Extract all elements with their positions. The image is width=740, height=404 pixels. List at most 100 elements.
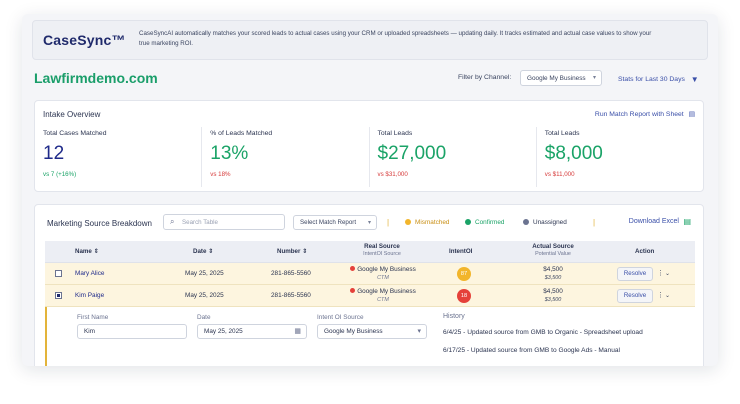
intentoi-score-badge: 87 xyxy=(457,267,471,281)
sheet-icon: ▤ xyxy=(688,111,695,118)
first-name-label: First Name xyxy=(77,314,109,321)
first-name-input[interactable]: Kim xyxy=(77,324,187,339)
row-number: 281-865-5560 xyxy=(271,292,311,299)
row-source-sub: CTM xyxy=(377,274,389,281)
legend-confirmed: Confirmed xyxy=(465,218,504,226)
row-source: Google My Business xyxy=(357,266,416,273)
mismatch-alert-icon xyxy=(350,288,356,293)
row-date: May 25, 2025 xyxy=(185,270,224,277)
column-date[interactable]: Date ⇕ xyxy=(193,248,214,255)
stats-period-label: Stats for Last 30 Days xyxy=(618,76,685,83)
column-real-source-sub: IntentOI Source xyxy=(363,251,401,257)
legend-mismatched-label: Mismatched xyxy=(415,219,450,226)
table-row[interactable]: Mary Alice May 25, 2025 281-865-5560 Goo… xyxy=(45,263,695,285)
stats-period-link[interactable]: Stats for Last 30 Days ▼ xyxy=(618,74,699,84)
search-input[interactable]: ⌕ Search Table xyxy=(163,214,285,230)
download-excel-label: Download Excel xyxy=(628,218,679,225)
date-value: May 25, 2025 xyxy=(204,328,243,335)
source-breakdown-card: Marketing Source Breakdown ⌕ Search Tabl… xyxy=(34,204,704,366)
column-number[interactable]: Number ⇕ xyxy=(277,248,308,255)
source-label: Intent OI Source xyxy=(317,314,364,321)
more-options-icon[interactable]: ⋮ xyxy=(657,270,664,277)
resolve-button[interactable]: Resolve xyxy=(617,289,653,303)
intentoi-score-badge: 18 xyxy=(457,289,471,303)
row-detail-panel: First Name Kim Date May 25, 2025 ▦ Inten… xyxy=(45,307,695,366)
confirmed-dot-icon xyxy=(465,218,471,225)
legend-divider: | xyxy=(387,218,390,227)
run-match-report-label: Run Match Report with Sheet xyxy=(594,111,684,118)
kpi-leads-matched-pct: % of Leads Matched 13% vs 18% xyxy=(201,127,368,187)
row-potential-value: $3,500 xyxy=(544,274,562,281)
kpi-label: Total Leads xyxy=(544,130,580,137)
kpi-value: $8,000 xyxy=(544,143,603,164)
column-intentoi: IntentOI xyxy=(449,248,473,255)
more-options-icon[interactable]: ⋮ xyxy=(657,292,664,299)
excel-icon: ▤ xyxy=(683,217,691,226)
history-item: 6/4/25 - Updated source from GMB to Orga… xyxy=(443,329,643,336)
kpi-label: Total Cases Matched xyxy=(43,130,107,137)
chevron-down-icon: ▾ xyxy=(592,75,596,81)
resolve-button[interactable]: Resolve xyxy=(617,267,653,281)
breakdown-title: Marketing Source Breakdown xyxy=(47,219,152,228)
column-real-source-label: Real Source xyxy=(364,243,400,250)
row-checkbox[interactable] xyxy=(55,270,62,277)
legend-unassigned: Unassigned xyxy=(523,218,567,226)
kpi-cases-matched: Total Cases Matched 12 vs 7 (+16%) xyxy=(35,127,201,187)
kpi-comparison: vs 7 (+16%) xyxy=(43,171,77,178)
column-actual-source-label: Actual Source xyxy=(532,243,574,250)
kpi-value: $27,000 xyxy=(377,143,447,164)
kpi-value: 12 xyxy=(43,143,65,164)
row-value: $4,500 $3,500 xyxy=(533,288,573,304)
row-date: May 25, 2025 xyxy=(185,292,224,299)
row-real-source: Google My Business CTM xyxy=(343,288,423,304)
kpi-total-leads: Total Leads $27,000 vs $31,000 xyxy=(368,127,536,187)
kpi-label: Total Leads xyxy=(377,130,413,137)
intake-overview-card: Intake Overview Run Match Report with Sh… xyxy=(34,100,704,192)
column-name[interactable]: Name ⇕ xyxy=(75,248,99,255)
brand-logo: CaseSync™ xyxy=(43,32,126,48)
column-actual-source: Actual Source Potential Value xyxy=(523,243,583,257)
app-frame: CaseSync™ CaseSyncAI automatically match… xyxy=(22,14,718,366)
kpi-value: 13% xyxy=(210,143,249,164)
row-actual-value: $4,500 xyxy=(543,266,563,273)
date-label: Date xyxy=(197,314,211,321)
calendar-icon[interactable]: ▦ xyxy=(294,328,301,335)
history-title: History xyxy=(443,313,465,320)
row-real-source: Google My Business CTM xyxy=(343,266,423,282)
kpi-comparison: vs $11,000 xyxy=(544,171,575,178)
mismatch-alert-icon xyxy=(350,266,356,271)
legend-confirmed-label: Confirmed xyxy=(475,219,505,226)
unassigned-dot-icon xyxy=(523,218,529,225)
row-name[interactable]: Kim Paige xyxy=(75,292,105,299)
search-placeholder: Search Table xyxy=(182,219,219,226)
row-name[interactable]: Mary Alice xyxy=(75,270,105,277)
row-potential-value: $3,500 xyxy=(544,296,562,303)
kpi-label: % of Leads Matched xyxy=(210,130,273,137)
row-value: $4,500 $3,500 xyxy=(533,266,573,282)
chevron-down-icon[interactable]: ⌄ xyxy=(665,293,671,299)
row-actual-value: $4,500 xyxy=(543,288,563,295)
match-report-select[interactable]: Select Match Report ▾ xyxy=(293,215,377,230)
download-excel-link[interactable]: Download Excel ▤ xyxy=(628,217,691,226)
site-title: Lawfirmdemo.com xyxy=(34,70,158,86)
date-input[interactable]: May 25, 2025 ▦ xyxy=(197,324,307,339)
source-select-value: Google My Business xyxy=(324,328,383,335)
chevron-down-icon: ▾ xyxy=(417,328,421,335)
row-number: 281-865-5560 xyxy=(271,270,311,277)
chevron-down-icon: ▾ xyxy=(367,220,371,226)
chevron-down-icon[interactable]: ⌄ xyxy=(665,271,671,277)
match-report-select-value: Select Match Report xyxy=(300,219,357,226)
channel-select[interactable]: Google My Business ▾ xyxy=(520,70,602,86)
legend-mismatched: Mismatched xyxy=(405,218,449,226)
filter-label: Filter by Channel: xyxy=(458,74,512,81)
history-item: 6/17/25 - Updated source from GMB to Goo… xyxy=(443,347,621,354)
table-row[interactable]: Kim Paige May 25, 2025 281-865-5560 Goog… xyxy=(45,285,695,307)
legend-unassigned-label: Unassigned xyxy=(533,219,567,226)
run-match-report-link[interactable]: Run Match Report with Sheet ▤ xyxy=(595,110,695,118)
column-action: Action xyxy=(635,248,655,255)
search-icon: ⌕ xyxy=(170,217,175,226)
source-select[interactable]: Google My Business ▾ xyxy=(317,324,427,339)
row-checkbox[interactable] xyxy=(55,292,62,299)
intake-title: Intake Overview xyxy=(43,110,101,119)
kpi-comparison: vs 18% xyxy=(210,171,231,178)
